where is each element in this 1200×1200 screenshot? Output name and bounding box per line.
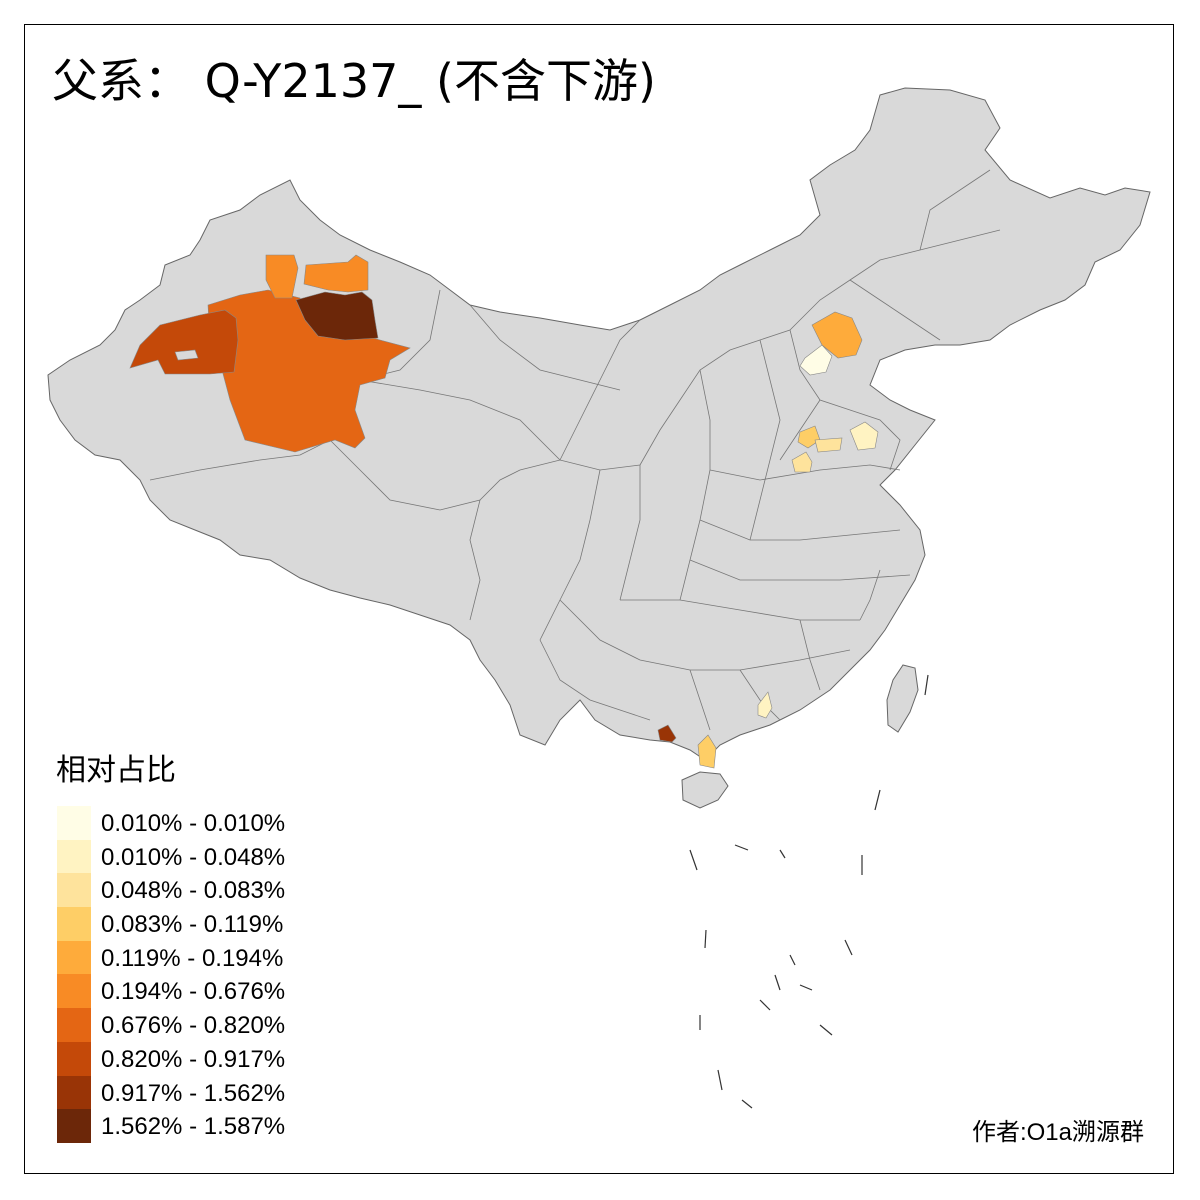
- legend-swatch: [57, 806, 91, 840]
- legend-swatch: [57, 1008, 91, 1043]
- region-shandong-west-2: [814, 437, 843, 453]
- legend-label: 0.048% - 0.083%: [101, 877, 286, 905]
- legend-label: 0.083% - 0.119%: [101, 911, 284, 939]
- region-xinjiang-north-small-right: [303, 254, 369, 293]
- legend-swatch: [57, 907, 91, 942]
- taiwan-island: [886, 664, 919, 733]
- legend-swatch: [57, 1041, 91, 1076]
- map-title: 父系： Q-Y2137_ (不含下游): [52, 54, 656, 108]
- legend-label: 1.562% - 1.587%: [101, 1113, 286, 1141]
- region-shandong-east: [849, 421, 879, 451]
- legend-swatch: [57, 1075, 91, 1110]
- region-xinjiang-west: [129, 309, 239, 375]
- legend-swatch: [57, 1109, 91, 1144]
- legend-label: 0.820% - 0.917%: [101, 1045, 286, 1073]
- region-shandong-southwest: [791, 451, 813, 473]
- author-credit: 作者:O1a溯源群: [971, 1119, 1144, 1146]
- legend-label: 0.917% - 1.562%: [101, 1079, 286, 1107]
- hainan-island: [681, 771, 729, 809]
- legend-label: 0.119% - 0.194%: [101, 944, 284, 972]
- region-hebei-west: [799, 344, 833, 376]
- region-guangxi-south: [657, 724, 677, 743]
- legend-title: 相对占比: [56, 753, 176, 788]
- legend-label: 0.676% - 0.820%: [101, 1012, 286, 1040]
- legend-label: 0.194% - 0.676%: [101, 978, 286, 1006]
- legend-label: 0.010% - 0.010%: [101, 810, 286, 837]
- region-guangdong-west: [697, 734, 717, 769]
- region-hebei-north: [811, 311, 863, 359]
- legend-swatch: [57, 839, 91, 874]
- xinjiang-west-hole: [174, 349, 199, 361]
- legend-swatch: [57, 974, 91, 1009]
- legend-label: 0.010% - 0.048%: [101, 843, 286, 871]
- south-sea-islands: [689, 674, 929, 1109]
- region-guangdong-central: [757, 691, 773, 719]
- region-shandong-west-1: [797, 425, 821, 449]
- legend-swatch: [57, 873, 91, 908]
- region-xinjiang-north-small-left: [265, 254, 299, 299]
- province-borders: [149, 169, 1001, 731]
- legend-swatch: [57, 940, 91, 975]
- china-mainland: [47, 87, 1151, 761]
- region-xinjiang-north-darkest: [295, 291, 379, 341]
